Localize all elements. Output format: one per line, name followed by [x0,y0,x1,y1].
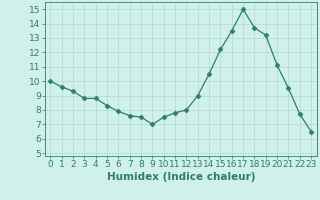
X-axis label: Humidex (Indice chaleur): Humidex (Indice chaleur) [107,172,255,182]
